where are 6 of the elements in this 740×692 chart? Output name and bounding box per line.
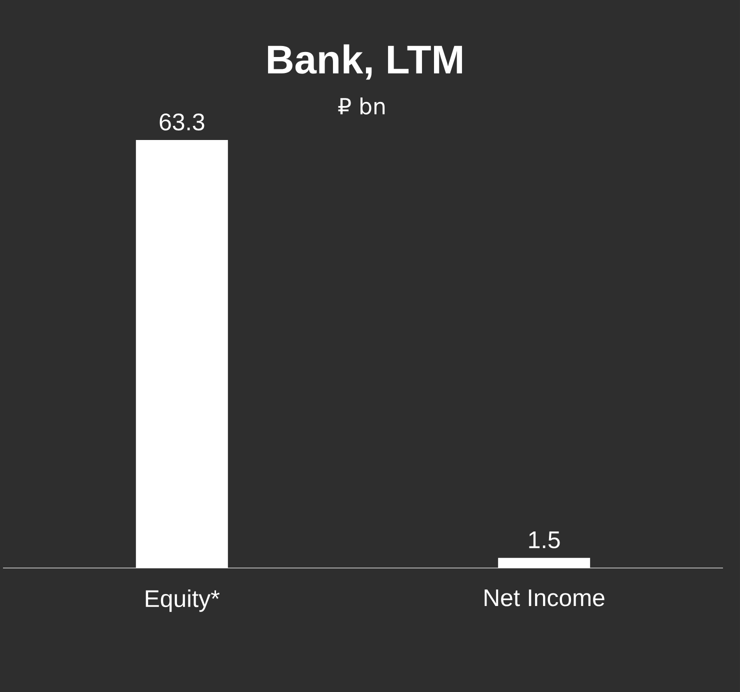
x-tick-label: Net Income [484,590,604,606]
chart-subtitle: ₽ bn [338,97,385,114]
data-label: 63.3 [160,113,204,130]
data-label: 1.5 [529,532,560,548]
chart-title: Bank, LTM [268,44,462,80]
x-tick-label: Equity* [146,590,220,612]
